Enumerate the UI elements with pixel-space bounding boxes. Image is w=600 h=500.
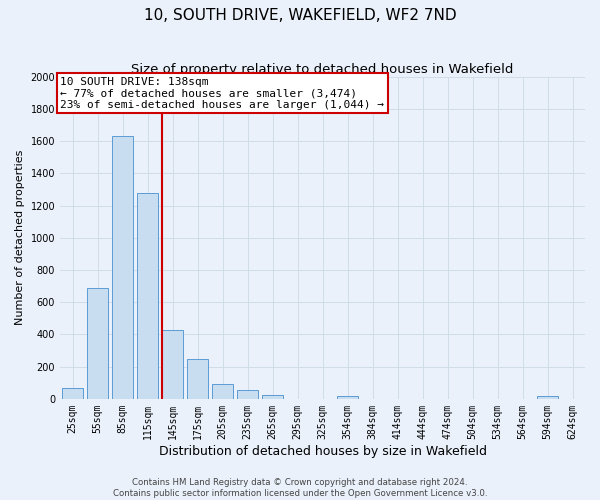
Bar — [187, 358, 208, 399]
Title: Size of property relative to detached houses in Wakefield: Size of property relative to detached ho… — [131, 62, 514, 76]
Bar — [337, 396, 358, 399]
Text: 10 SOUTH DRIVE: 138sqm
← 77% of detached houses are smaller (3,474)
23% of semi-: 10 SOUTH DRIVE: 138sqm ← 77% of detached… — [60, 76, 384, 110]
Text: 10, SOUTH DRIVE, WAKEFIELD, WF2 7ND: 10, SOUTH DRIVE, WAKEFIELD, WF2 7ND — [143, 8, 457, 23]
Bar — [87, 288, 108, 399]
Bar — [262, 395, 283, 399]
Bar — [537, 396, 558, 399]
Y-axis label: Number of detached properties: Number of detached properties — [15, 150, 25, 326]
Bar — [62, 388, 83, 399]
Bar — [112, 136, 133, 399]
Bar — [212, 384, 233, 399]
Bar — [237, 390, 258, 399]
Text: Contains HM Land Registry data © Crown copyright and database right 2024.
Contai: Contains HM Land Registry data © Crown c… — [113, 478, 487, 498]
Bar — [162, 330, 183, 399]
Bar — [137, 192, 158, 399]
X-axis label: Distribution of detached houses by size in Wakefield: Distribution of detached houses by size … — [158, 444, 487, 458]
